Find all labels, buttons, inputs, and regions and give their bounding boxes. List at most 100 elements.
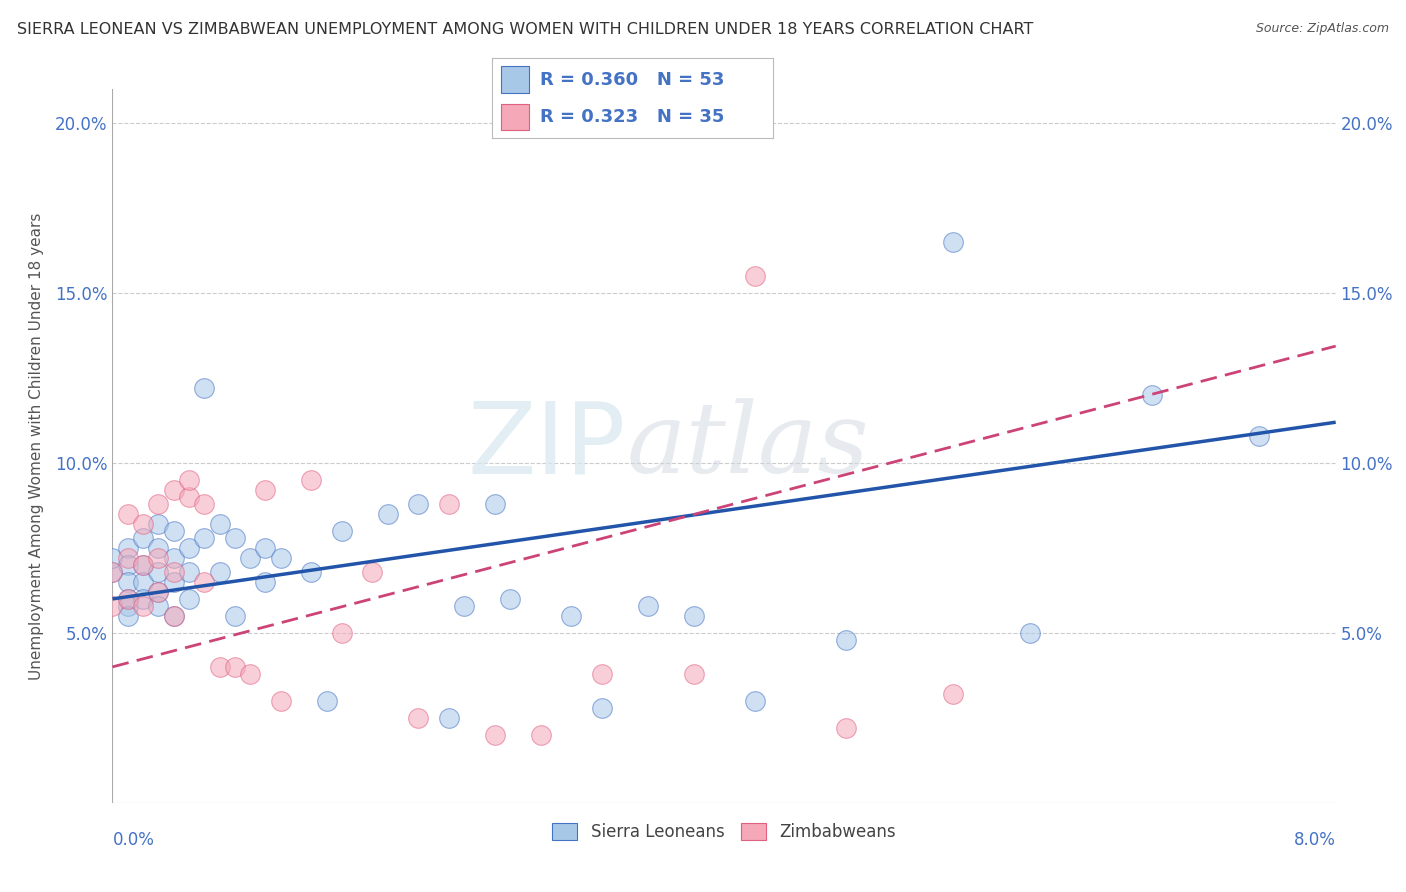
Point <box>484 497 506 511</box>
Point <box>177 473 200 487</box>
Point <box>499 591 522 606</box>
Point <box>224 608 246 623</box>
Point <box>224 660 246 674</box>
Point <box>132 591 155 606</box>
Point <box>835 632 858 647</box>
Point <box>117 541 139 555</box>
Point <box>208 517 231 532</box>
Point <box>270 551 292 566</box>
Point <box>148 585 170 599</box>
Point <box>101 565 124 579</box>
Point <box>148 551 170 566</box>
Point <box>117 591 139 606</box>
Point <box>254 483 277 498</box>
Point <box>132 599 155 613</box>
Text: ZIP: ZIP <box>468 398 626 494</box>
Point <box>299 565 322 579</box>
Point <box>193 497 215 511</box>
Point <box>177 565 200 579</box>
Point <box>132 558 155 572</box>
Point <box>101 599 124 613</box>
Point <box>177 541 200 555</box>
Point <box>117 574 139 589</box>
Point <box>1142 388 1164 402</box>
Text: 0.0%: 0.0% <box>112 831 155 849</box>
Point <box>560 608 582 623</box>
Point <box>299 473 322 487</box>
Point <box>163 574 186 589</box>
Point <box>132 517 155 532</box>
Point <box>682 608 704 623</box>
Point <box>148 517 170 532</box>
Bar <box>501 103 529 130</box>
Point <box>942 687 965 701</box>
Point <box>835 721 858 735</box>
Point <box>101 565 124 579</box>
Text: 8.0%: 8.0% <box>1294 831 1336 849</box>
Point <box>330 626 353 640</box>
Point <box>132 558 155 572</box>
Point <box>132 574 155 589</box>
Point <box>591 700 613 714</box>
Legend: Sierra Leoneans, Zimbabweans: Sierra Leoneans, Zimbabweans <box>546 816 903 848</box>
Point <box>193 531 215 545</box>
Point <box>330 524 353 538</box>
Point <box>591 666 613 681</box>
Point <box>163 551 186 566</box>
Point <box>163 483 186 498</box>
Point <box>208 660 231 674</box>
Point <box>637 599 659 613</box>
Point <box>239 666 262 681</box>
Point <box>148 541 170 555</box>
Point <box>239 551 262 566</box>
Point <box>148 585 170 599</box>
Point <box>529 728 551 742</box>
Y-axis label: Unemployment Among Women with Children Under 18 years: Unemployment Among Women with Children U… <box>30 212 44 680</box>
Point <box>1018 626 1040 640</box>
Point <box>101 551 124 566</box>
Point <box>377 507 399 521</box>
Point <box>193 574 215 589</box>
Point <box>408 711 430 725</box>
Point <box>193 381 215 395</box>
Point <box>408 497 430 511</box>
Point <box>208 565 231 579</box>
Point <box>163 608 186 623</box>
Point <box>315 694 337 708</box>
Point <box>163 608 186 623</box>
Point <box>361 565 384 579</box>
Point <box>117 558 139 572</box>
Point <box>254 541 277 555</box>
Point <box>117 591 139 606</box>
Text: Source: ZipAtlas.com: Source: ZipAtlas.com <box>1256 22 1389 36</box>
Point <box>484 728 506 742</box>
Point <box>254 574 277 589</box>
Point <box>117 551 139 566</box>
Point <box>117 608 139 623</box>
Text: R = 0.323   N = 35: R = 0.323 N = 35 <box>540 109 724 127</box>
Bar <box>501 66 529 93</box>
Point <box>177 591 200 606</box>
Text: SIERRA LEONEAN VS ZIMBABWEAN UNEMPLOYMENT AMONG WOMEN WITH CHILDREN UNDER 18 YEA: SIERRA LEONEAN VS ZIMBABWEAN UNEMPLOYMEN… <box>17 22 1033 37</box>
Point <box>117 599 139 613</box>
Point <box>437 497 460 511</box>
Point <box>270 694 292 708</box>
Point <box>177 490 200 504</box>
Text: R = 0.360   N = 53: R = 0.360 N = 53 <box>540 70 724 88</box>
Point <box>148 599 170 613</box>
Point <box>163 565 186 579</box>
Point <box>148 497 170 511</box>
Text: atlas: atlas <box>626 399 869 493</box>
Point <box>453 599 475 613</box>
Point <box>437 711 460 725</box>
Point <box>942 235 965 249</box>
Point <box>163 524 186 538</box>
Point <box>1249 429 1271 443</box>
Point <box>744 269 766 284</box>
Point <box>744 694 766 708</box>
Point <box>682 666 704 681</box>
Point <box>148 565 170 579</box>
Point <box>132 531 155 545</box>
Point <box>117 507 139 521</box>
Point <box>224 531 246 545</box>
